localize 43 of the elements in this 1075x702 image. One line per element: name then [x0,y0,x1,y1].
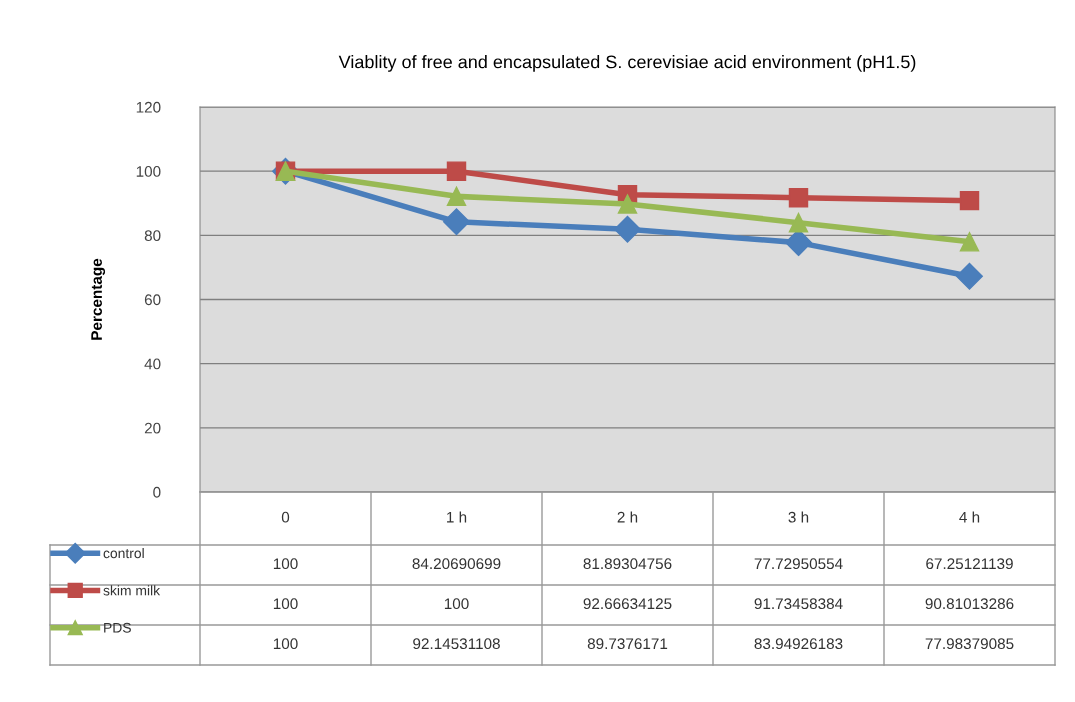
chart-title: Viablity of free and encapsulated S. cerevisiae acid environment (pH1.5) [338,55,916,72]
point [785,229,812,257]
data-label: 89.7376171 [587,638,668,650]
y-tick-label: 20 [144,422,161,434]
point [617,194,638,214]
data-label: 100 [273,558,298,570]
point [788,212,809,233]
y-tick-label: 120 [136,101,161,113]
data-label: 77.72950554 [754,558,843,570]
y-tick-label: 100 [136,166,161,177]
x-tick-label: 2 h [617,511,638,523]
x-tick-label: 1 h [447,511,467,523]
legend-label: skim milk [103,585,161,596]
x-tick-label: 3 h [788,511,809,523]
point [614,215,641,243]
data-label: 90.81013286 [925,598,1014,610]
data-label: 84.20690699 [412,558,501,570]
point [443,208,470,236]
data-label: 77.98379085 [925,638,1014,650]
point [956,262,983,290]
x-tick-label: 4 h [959,511,980,523]
point [788,187,809,208]
legend-label: control [103,548,144,559]
y-tick-label: 40 [144,358,161,370]
data-label: 100 [273,598,298,610]
data-label: 92.66634125 [583,598,672,610]
y-tick-label: 60 [144,294,161,306]
data-label: 67.25121139 [926,558,1013,570]
legend-label: PDS [104,622,131,633]
data-label: 100 [444,598,469,610]
y-tick-label: 80 [144,230,161,242]
point [446,161,467,181]
point [446,186,467,207]
y-axis-title: Percentage [91,258,106,340]
data-label: 91.73458384 [754,598,843,610]
y-tick-label: 0 [153,486,161,498]
x-tick-label: 0 [281,511,290,523]
data-label: 83.94926183 [754,638,843,650]
point [959,232,980,252]
data-label: 92.14531108 [413,638,500,650]
data-label: 100 [273,638,298,650]
point [959,190,980,211]
data-label: 81.89304756 [583,558,672,570]
